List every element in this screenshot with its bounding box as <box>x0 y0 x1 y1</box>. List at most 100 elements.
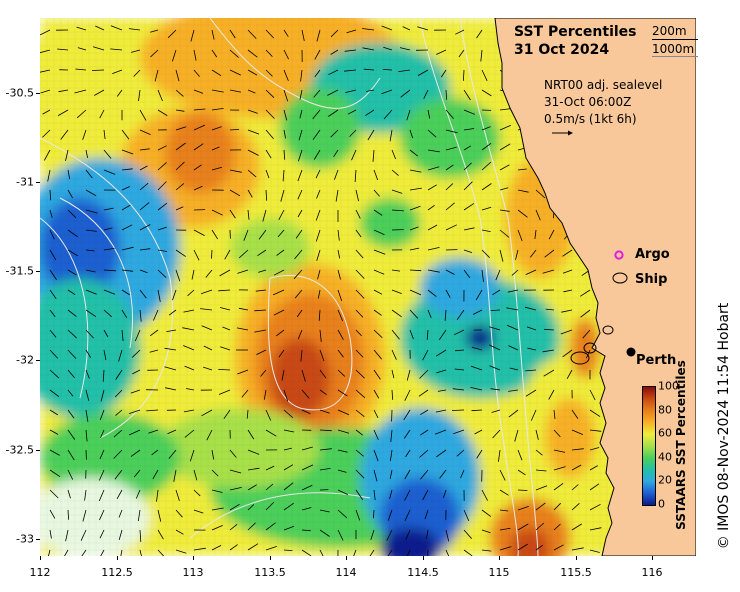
current-arrow <box>571 448 584 451</box>
current-arrow <box>403 429 411 439</box>
current-arrow <box>236 327 249 331</box>
current-arrow <box>103 309 112 318</box>
current-arrow <box>247 129 260 135</box>
ship-tracks <box>570 325 614 365</box>
current-arrow <box>580 289 591 297</box>
current-arrow <box>283 429 295 433</box>
current-arrow <box>175 126 187 131</box>
current-arrow <box>193 489 201 497</box>
current-arrow <box>128 28 141 31</box>
current-arrow <box>67 509 69 520</box>
current-arrow <box>247 504 255 511</box>
current-arrow <box>445 183 454 191</box>
current-arrow <box>571 503 580 511</box>
current-arrow <box>283 69 289 82</box>
current-arrow <box>265 501 275 511</box>
current-arrow <box>313 89 321 98</box>
current-arrow <box>373 409 379 418</box>
current-arrow <box>319 529 330 537</box>
current-arrow <box>444 309 447 321</box>
current-arrow <box>390 429 393 442</box>
current-arrow <box>85 309 97 318</box>
current-arrow <box>139 148 150 151</box>
x-tick-label: 113.5 <box>254 566 286 579</box>
current-arrow <box>481 549 492 552</box>
current-arrow <box>436 49 447 55</box>
current-arrow <box>183 409 195 413</box>
current-arrow <box>426 329 429 340</box>
current-arrow <box>534 229 537 239</box>
current-arrow <box>427 269 440 273</box>
current-arrow <box>419 429 429 436</box>
x-tick-label: 115.5 <box>560 566 592 579</box>
current-arrow <box>405 529 411 540</box>
current-arrow <box>553 502 561 511</box>
current-arrow <box>183 345 195 351</box>
current-arrow <box>517 543 528 551</box>
colorbar-tick-label: 40 <box>658 450 672 464</box>
current-arrow <box>157 145 167 151</box>
current-arrow <box>301 464 314 471</box>
current-arrow <box>440 69 447 78</box>
current-arrow <box>229 69 241 76</box>
current-arrow <box>130 49 141 53</box>
current-arrow <box>362 28 375 31</box>
current-arrow <box>47 169 51 182</box>
current-arrow <box>278 209 285 220</box>
current-arrow <box>229 89 241 93</box>
current-arrow <box>499 108 511 111</box>
current-arrow <box>481 89 492 97</box>
current-arrow <box>586 349 591 359</box>
current-arrow <box>224 249 231 260</box>
current-arrow <box>281 369 285 381</box>
current-arrow <box>383 46 393 51</box>
current-arrow <box>445 129 458 134</box>
current-arrow <box>146 409 159 412</box>
current-arrow <box>373 329 383 338</box>
current-arrow <box>121 246 134 251</box>
current-arrow <box>330 49 339 55</box>
current-arrow <box>132 369 141 375</box>
current-arrow <box>168 309 177 316</box>
current-arrow <box>118 509 123 518</box>
current-arrow <box>229 469 242 474</box>
current-arrow <box>103 248 115 251</box>
current-arrow <box>481 509 492 517</box>
current-arrow <box>445 549 450 556</box>
current-arrow <box>525 389 537 397</box>
current-arrow <box>118 349 123 362</box>
current-arrow <box>76 26 87 31</box>
current-arrow <box>67 169 71 180</box>
current-arrow <box>470 365 483 371</box>
current-arrow <box>283 447 292 451</box>
current-arrow <box>399 47 411 51</box>
current-arrow <box>48 549 51 556</box>
current-arrow <box>481 529 491 534</box>
current-arrow <box>571 484 579 491</box>
current-arrow <box>85 269 96 273</box>
current-arrow <box>229 189 241 197</box>
current-arrow <box>337 529 344 541</box>
city-label-perth: Perth <box>636 353 677 368</box>
current-arrow <box>49 349 59 359</box>
current-arrow <box>355 189 359 202</box>
current-arrow <box>409 169 422 173</box>
y-tick-mark <box>36 450 40 451</box>
current-arrow <box>131 349 141 358</box>
current-arrow <box>499 489 509 496</box>
current-arrow <box>391 269 401 272</box>
y-tick-label: -31.5 <box>5 264 34 278</box>
current-arrow <box>229 49 239 58</box>
current-arrow <box>276 329 285 337</box>
current-arrow <box>381 89 393 95</box>
current-arrow <box>535 189 546 199</box>
isobath-contours <box>40 18 539 556</box>
current-arrow <box>517 189 529 193</box>
current-arrow <box>193 164 202 171</box>
current-arrow <box>507 289 519 293</box>
current-arrow <box>110 48 123 51</box>
current-arrow <box>481 69 488 81</box>
sst-map[interactable] <box>40 18 696 556</box>
current-arrow <box>211 29 215 40</box>
current-arrow <box>409 205 421 211</box>
